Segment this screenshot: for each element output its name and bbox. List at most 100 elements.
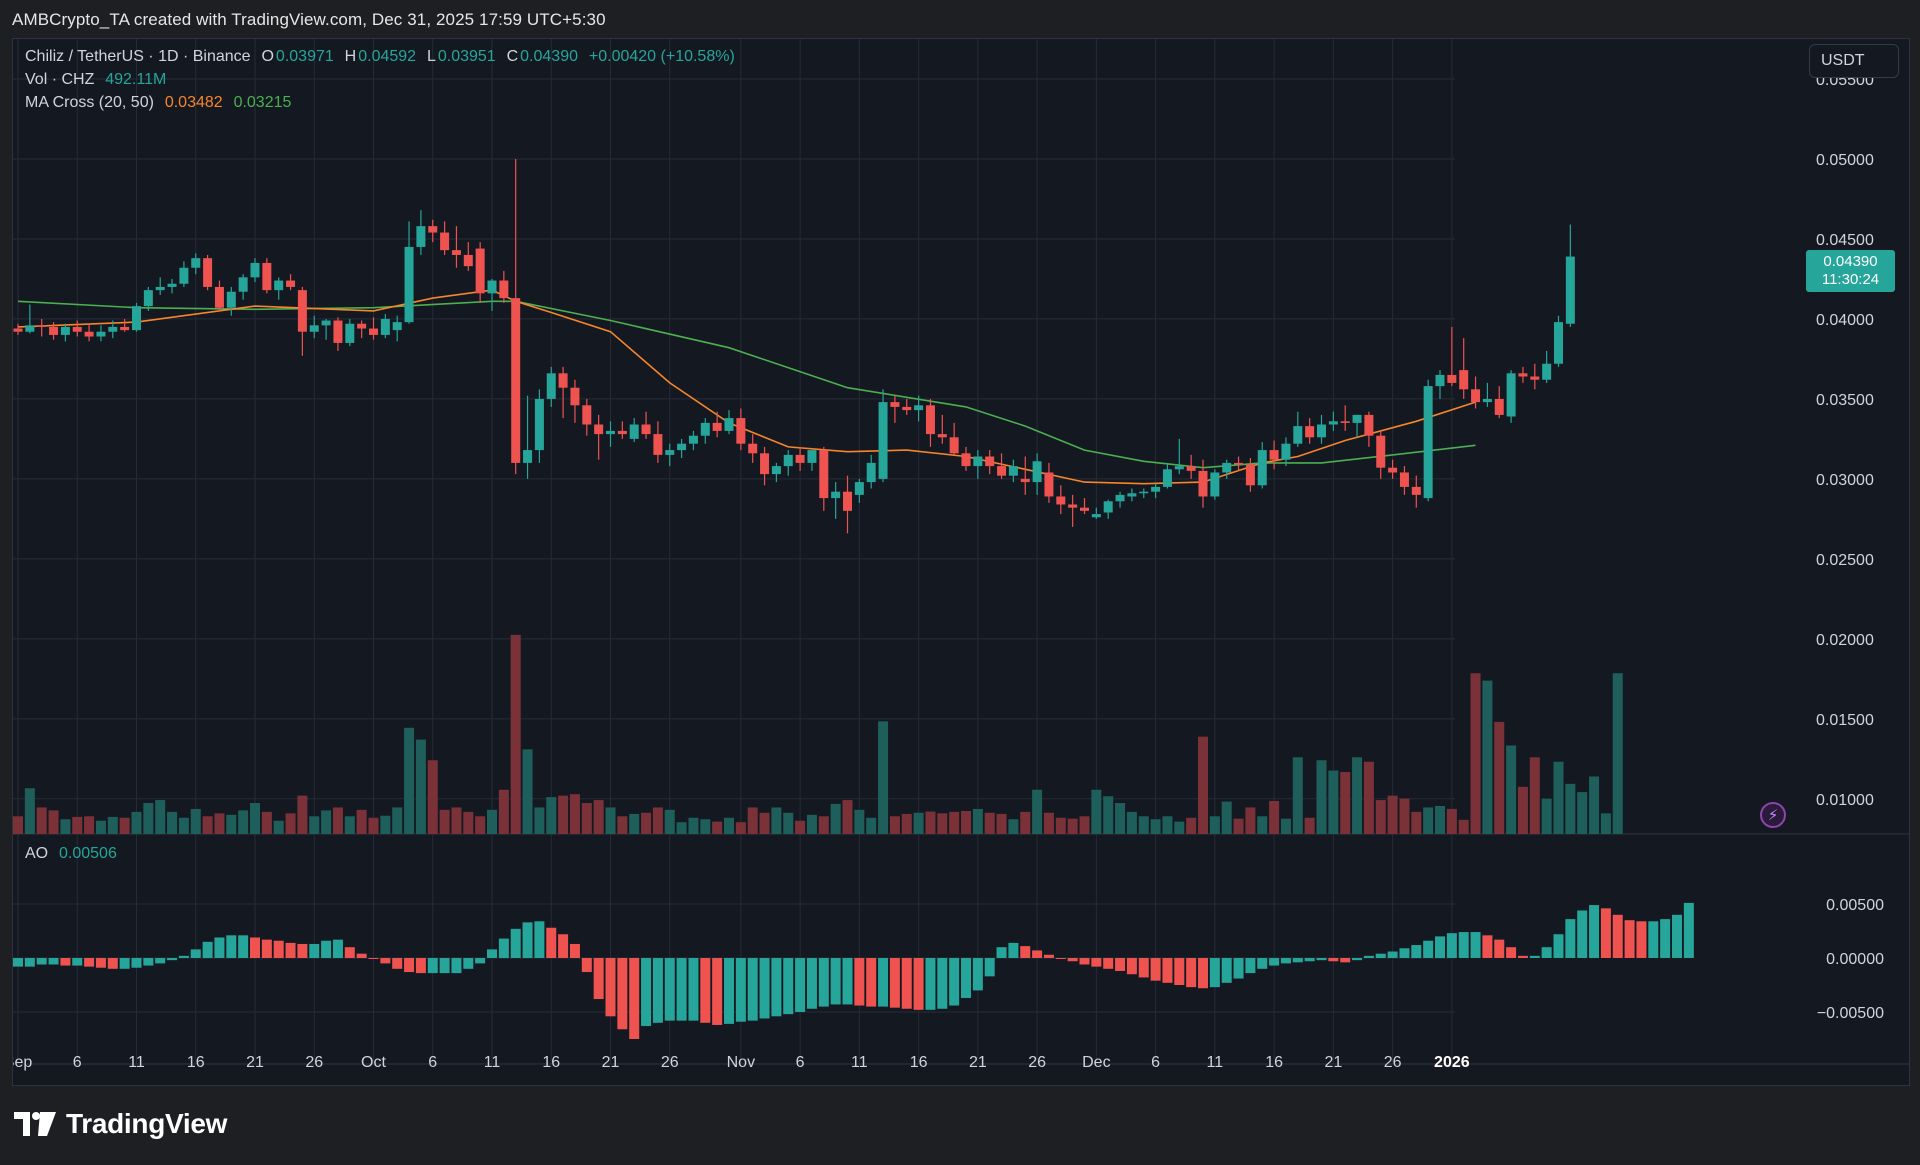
volume-bar <box>321 810 332 834</box>
volume-bar <box>546 797 557 834</box>
candle-body <box>546 373 556 399</box>
candle-body <box>534 398 544 451</box>
volume-bar <box>569 794 580 834</box>
ao-bar <box>1198 958 1208 989</box>
ao-bar <box>1411 945 1422 958</box>
volume-bar <box>1008 819 1019 834</box>
volume-bar <box>380 815 391 834</box>
candle-body <box>1376 435 1386 468</box>
lightning-icon[interactable]: ⚡ <box>1760 802 1786 828</box>
candle-body <box>13 328 23 332</box>
volume-bar <box>842 800 853 834</box>
ao-bar <box>546 927 557 958</box>
candle-body <box>1542 363 1552 380</box>
volume-bar <box>1150 819 1161 834</box>
ao-bar <box>1683 902 1694 958</box>
ao-bar <box>72 958 83 966</box>
ao-bar <box>866 958 877 1007</box>
ao-bar <box>854 958 865 1006</box>
candle-body <box>1198 470 1208 497</box>
chart-frame[interactable]: 0.05500 0.05000 0.04500 0.04000 0.03500 0.030… <box>12 38 1910 1086</box>
candle-body <box>937 434 947 438</box>
ao-bar <box>1328 958 1339 962</box>
volume-bar <box>558 795 569 834</box>
ao-bar <box>795 958 806 1012</box>
candle-body <box>1328 421 1338 425</box>
volume-bar <box>344 816 355 834</box>
ao-bar <box>1174 958 1185 985</box>
candle-body <box>1257 450 1267 486</box>
volume-bar <box>961 810 971 834</box>
volume-bar <box>818 816 829 834</box>
ao-bar <box>273 940 284 958</box>
volume-bar <box>356 809 367 834</box>
candle-body <box>226 291 236 308</box>
currency-button[interactable]: USDT <box>1809 44 1899 78</box>
ao-bar <box>1150 958 1161 981</box>
volume-bar <box>1423 807 1434 834</box>
volume-bar <box>1494 721 1505 834</box>
candle-body <box>1293 426 1303 444</box>
volume-bar <box>830 803 841 834</box>
volume-bar <box>795 820 806 834</box>
ao-bar <box>1257 958 1268 969</box>
price-chart[interactable]: 0.055000.050000.045000.040000.035000.030… <box>13 39 1909 1085</box>
volume-bar <box>475 816 486 834</box>
ao-bar <box>1458 932 1469 958</box>
volume-bar <box>747 807 758 834</box>
ao-bar <box>167 958 178 961</box>
ao-bar <box>1043 954 1054 958</box>
time-tick-label: 6 <box>73 1054 82 1071</box>
volume-bar <box>771 807 782 834</box>
candle-body <box>1281 443 1291 460</box>
candle-body <box>760 453 770 475</box>
candle-body <box>1352 414 1362 423</box>
legend-ma-label: MA Cross (20, 50) <box>25 94 154 111</box>
candle-body <box>1091 514 1101 518</box>
legend-volume: Vol · CHZ 492.11M <box>25 71 168 89</box>
time-tick-label: 21 <box>1324 1054 1342 1071</box>
ao-bar <box>1672 914 1682 958</box>
volume-bar <box>214 813 225 834</box>
ao-bar <box>937 958 948 1009</box>
legend-awesome-oscillator: AO 0.00506 <box>25 845 119 863</box>
chart-caption: AMBCrypto_TA created with TradingView.co… <box>12 10 606 29</box>
axis-labels: 0.055000.050000.045000.040000.035000.030… <box>13 72 1884 1071</box>
volume-bar <box>1198 736 1208 834</box>
ao-bar <box>1079 958 1090 965</box>
candle-body <box>333 320 343 343</box>
volume-bar <box>297 795 308 834</box>
candle-body <box>1506 373 1516 417</box>
volume-bar <box>309 816 320 834</box>
time-tick-label: 16 <box>187 1054 205 1071</box>
time-tick-label: 11 <box>851 1054 868 1071</box>
ao-bar <box>1292 958 1303 963</box>
ao-bar <box>889 958 900 1008</box>
volume-bar <box>13 816 23 834</box>
candle-body <box>724 418 734 431</box>
volume-bar <box>1055 817 1066 834</box>
legend-ma20-value: 0.03482 <box>164 94 223 111</box>
candle-body <box>594 424 604 435</box>
price-tick-label: 0.01500 <box>1816 712 1874 729</box>
candle-body <box>297 290 307 332</box>
ao-bar <box>95 958 106 968</box>
volume-bar <box>1257 816 1268 834</box>
candle-body <box>570 387 580 406</box>
candle-body <box>1245 464 1255 486</box>
ao-bar <box>404 958 415 973</box>
volume-bar <box>1174 821 1185 834</box>
volume-bar <box>664 809 675 834</box>
ao-bar <box>107 958 118 969</box>
ao-bar <box>1162 958 1173 983</box>
candle-body <box>665 450 675 455</box>
candle-body <box>641 424 651 435</box>
candle-body <box>1435 374 1445 387</box>
candle-body <box>120 326 130 331</box>
time-tick-label: 26 <box>661 1054 679 1071</box>
volume-bar <box>131 811 142 834</box>
candle-body <box>854 482 864 495</box>
volume-bar <box>1541 798 1552 834</box>
candle-body <box>1151 486 1161 492</box>
candle-body <box>250 262 260 278</box>
